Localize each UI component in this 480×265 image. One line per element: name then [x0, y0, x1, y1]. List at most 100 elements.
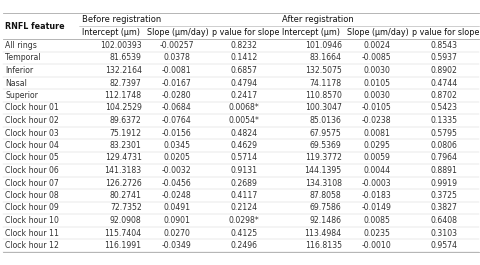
Text: 0.4744: 0.4744 — [431, 78, 458, 87]
Text: -0.0105: -0.0105 — [362, 104, 392, 113]
Text: Clock hour 04: Clock hour 04 — [5, 141, 59, 150]
Text: Nasal: Nasal — [5, 78, 27, 87]
Text: 0.4117: 0.4117 — [231, 191, 258, 200]
Text: Clock hour 08: Clock hour 08 — [5, 191, 59, 200]
Text: Clock hour 01: Clock hour 01 — [5, 104, 59, 113]
Text: -0.0003: -0.0003 — [362, 179, 392, 188]
Text: Clock hour 12: Clock hour 12 — [5, 241, 59, 250]
Text: -0.0156: -0.0156 — [162, 129, 192, 138]
Text: 0.0068*: 0.0068* — [229, 104, 260, 113]
Text: 0.4794: 0.4794 — [231, 78, 258, 87]
Text: 144.1395: 144.1395 — [304, 166, 342, 175]
Text: Clock hour 10: Clock hour 10 — [5, 216, 59, 225]
Text: Superior: Superior — [5, 91, 38, 100]
Text: 0.0030: 0.0030 — [363, 66, 390, 75]
Text: -0.0684: -0.0684 — [162, 104, 192, 113]
Text: 0.8543: 0.8543 — [431, 41, 458, 50]
Text: 119.3772: 119.3772 — [305, 153, 342, 162]
Text: Clock hour 09: Clock hour 09 — [5, 204, 59, 213]
Text: 116.1991: 116.1991 — [105, 241, 142, 250]
Text: -0.0183: -0.0183 — [362, 191, 392, 200]
Text: 0.3725: 0.3725 — [431, 191, 457, 200]
Text: 104.2529: 104.2529 — [105, 104, 142, 113]
Text: 81.6539: 81.6539 — [110, 54, 142, 63]
Text: 126.2726: 126.2726 — [105, 179, 142, 188]
Text: 67.9575: 67.9575 — [310, 129, 342, 138]
Text: -0.0248: -0.0248 — [162, 191, 192, 200]
Text: -0.0032: -0.0032 — [162, 166, 192, 175]
Text: 0.8702: 0.8702 — [431, 91, 457, 100]
Text: Clock hour 02: Clock hour 02 — [5, 116, 59, 125]
Text: 0.8891: 0.8891 — [431, 166, 458, 175]
Text: 0.4824: 0.4824 — [231, 129, 258, 138]
Text: 0.0054*: 0.0054* — [229, 116, 260, 125]
Text: 80.2741: 80.2741 — [110, 191, 142, 200]
Text: 0.0378: 0.0378 — [164, 54, 191, 63]
Text: 0.9131: 0.9131 — [231, 166, 258, 175]
Text: -0.0456: -0.0456 — [162, 179, 192, 188]
Text: 0.0105: 0.0105 — [363, 78, 390, 87]
Text: 0.0295: 0.0295 — [363, 141, 390, 150]
Text: 0.0205: 0.0205 — [164, 153, 191, 162]
Text: -0.0081: -0.0081 — [162, 66, 192, 75]
Text: -0.0280: -0.0280 — [162, 91, 192, 100]
Text: After registration: After registration — [282, 15, 353, 24]
Text: 0.1412: 0.1412 — [231, 54, 258, 63]
Text: Before registration: Before registration — [82, 15, 161, 24]
Text: 74.1178: 74.1178 — [310, 78, 342, 87]
Text: 0.4629: 0.4629 — [231, 141, 258, 150]
Text: 0.2124: 0.2124 — [231, 204, 258, 213]
Text: 0.0491: 0.0491 — [163, 204, 191, 213]
Text: 82.7397: 82.7397 — [110, 78, 142, 87]
Text: 129.4731: 129.4731 — [105, 153, 142, 162]
Text: 112.1748: 112.1748 — [105, 91, 142, 100]
Text: 101.0946: 101.0946 — [305, 41, 342, 50]
Text: 69.7586: 69.7586 — [310, 204, 342, 213]
Text: 0.2689: 0.2689 — [231, 179, 258, 188]
Text: 0.0081: 0.0081 — [363, 129, 390, 138]
Text: 0.7964: 0.7964 — [431, 153, 458, 162]
Text: -0.0238: -0.0238 — [362, 116, 392, 125]
Text: 0.0024: 0.0024 — [363, 41, 390, 50]
Text: 75.1912: 75.1912 — [110, 129, 142, 138]
Text: All rings: All rings — [5, 41, 37, 50]
Text: 0.5795: 0.5795 — [431, 129, 457, 138]
Text: 132.2164: 132.2164 — [105, 66, 142, 75]
Text: Clock hour 07: Clock hour 07 — [5, 179, 59, 188]
Text: Clock hour 11: Clock hour 11 — [5, 228, 59, 237]
Text: -0.00257: -0.00257 — [160, 41, 194, 50]
Text: 0.3827: 0.3827 — [431, 204, 457, 213]
Text: 113.4984: 113.4984 — [304, 228, 342, 237]
Text: -0.0764: -0.0764 — [162, 116, 192, 125]
Text: 85.0136: 85.0136 — [310, 116, 342, 125]
Text: 0.0270: 0.0270 — [164, 228, 191, 237]
Text: p value for slope: p value for slope — [212, 28, 279, 37]
Text: 0.1335: 0.1335 — [431, 116, 458, 125]
Text: p value for slope: p value for slope — [412, 28, 480, 37]
Text: 83.2301: 83.2301 — [110, 141, 142, 150]
Text: Slope (μm/day): Slope (μm/day) — [147, 28, 209, 37]
Text: -0.0167: -0.0167 — [162, 78, 192, 87]
Text: 0.8232: 0.8232 — [231, 41, 258, 50]
Text: 132.5075: 132.5075 — [305, 66, 342, 75]
Text: 0.2496: 0.2496 — [231, 241, 258, 250]
Text: 115.7404: 115.7404 — [105, 228, 142, 237]
Text: 0.0345: 0.0345 — [163, 141, 191, 150]
Text: 89.6372: 89.6372 — [110, 116, 142, 125]
Text: Clock hour 03: Clock hour 03 — [5, 129, 59, 138]
Text: 0.4125: 0.4125 — [231, 228, 258, 237]
Text: 0.0059: 0.0059 — [363, 153, 390, 162]
Text: -0.0149: -0.0149 — [362, 204, 392, 213]
Text: Slope (μm/day): Slope (μm/day) — [347, 28, 408, 37]
Text: 110.8570: 110.8570 — [305, 91, 342, 100]
Text: 0.0298*: 0.0298* — [229, 216, 260, 225]
Text: Intercept (μm): Intercept (μm) — [82, 28, 140, 37]
Text: 0.0085: 0.0085 — [363, 216, 390, 225]
Text: 0.5714: 0.5714 — [231, 153, 258, 162]
Text: 100.3047: 100.3047 — [305, 104, 342, 113]
Text: -0.0010: -0.0010 — [362, 241, 392, 250]
Text: 134.3108: 134.3108 — [305, 179, 342, 188]
Text: 92.1486: 92.1486 — [310, 216, 342, 225]
Text: 116.8135: 116.8135 — [305, 241, 342, 250]
Text: 141.3183: 141.3183 — [105, 166, 142, 175]
